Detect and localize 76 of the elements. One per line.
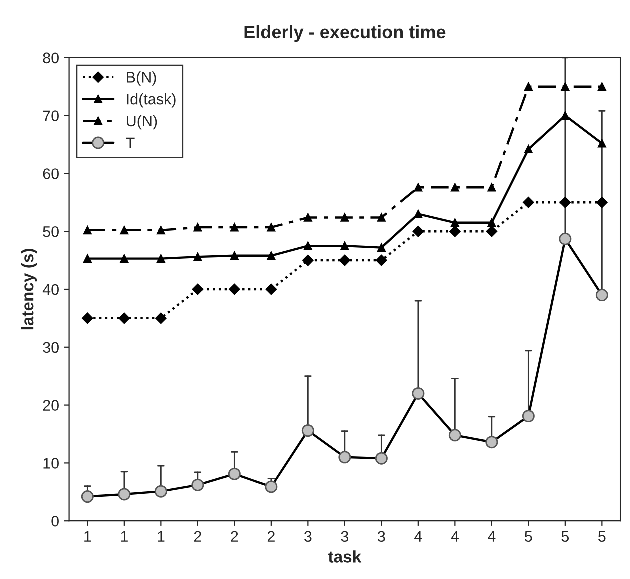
point xyxy=(450,226,461,238)
y-tick-label: 50 xyxy=(43,226,59,238)
point xyxy=(120,254,129,263)
x-tick-label: 3 xyxy=(341,531,348,542)
y-tick-label: 30 xyxy=(43,342,59,354)
point xyxy=(194,252,202,262)
point xyxy=(598,139,606,148)
point xyxy=(118,312,130,324)
point xyxy=(488,183,496,192)
point xyxy=(230,223,239,232)
point xyxy=(378,244,386,252)
point xyxy=(412,226,424,238)
point xyxy=(524,145,533,154)
point xyxy=(523,197,534,208)
x-tick-label: 3 xyxy=(304,531,312,542)
point xyxy=(304,214,312,222)
x-axis-title: task xyxy=(328,550,362,563)
point xyxy=(598,82,606,92)
point xyxy=(486,226,498,238)
point xyxy=(157,226,166,235)
x-tick-label: 3 xyxy=(378,531,386,542)
point xyxy=(561,112,570,120)
legend-label: U(N) xyxy=(127,115,158,130)
chart-title: Elderly - execution time xyxy=(244,25,446,42)
y-tick-label: 80 xyxy=(43,52,59,64)
point xyxy=(156,312,167,324)
point xyxy=(194,223,202,232)
y-tick-label: 20 xyxy=(43,400,59,411)
point xyxy=(451,183,460,192)
x-tick-label: 4 xyxy=(451,531,459,542)
point xyxy=(267,252,276,260)
x-tick-label: 1 xyxy=(121,531,128,542)
point xyxy=(376,254,388,266)
point xyxy=(230,252,239,260)
y-tick-label: 10 xyxy=(44,458,59,469)
point xyxy=(84,226,92,235)
x-tick-label: 2 xyxy=(268,531,275,542)
point xyxy=(120,226,129,235)
legend-label: T xyxy=(126,138,135,148)
point xyxy=(596,197,608,208)
point xyxy=(229,284,240,296)
point xyxy=(157,254,166,263)
point xyxy=(266,284,278,296)
point xyxy=(84,254,92,263)
y-tick-label: 70 xyxy=(43,110,59,122)
point xyxy=(192,284,204,296)
x-tick-label: 5 xyxy=(525,531,532,542)
x-tick-label: 5 xyxy=(598,531,606,542)
point xyxy=(414,183,423,192)
y-tick-label: 60 xyxy=(43,168,59,180)
point xyxy=(82,312,94,324)
point xyxy=(524,82,533,92)
y-tick-label: 40 xyxy=(42,284,59,296)
point xyxy=(339,254,351,266)
legend-label: Id(task) xyxy=(127,94,176,108)
x-tick-label: 1 xyxy=(158,531,165,542)
x-tick-label: 2 xyxy=(194,531,202,542)
point xyxy=(340,214,350,222)
x-tick-label: 1 xyxy=(84,531,92,542)
x-tick-label: 4 xyxy=(488,531,496,542)
point xyxy=(378,214,386,222)
point xyxy=(340,242,350,250)
point xyxy=(561,82,570,92)
x-tick-label: 2 xyxy=(231,531,238,542)
x-tick-label: 4 xyxy=(414,531,422,542)
point xyxy=(560,197,572,208)
point xyxy=(302,254,314,266)
point xyxy=(267,223,276,232)
point xyxy=(451,218,460,228)
point xyxy=(488,218,496,228)
y-axis-title: latency (s) xyxy=(21,249,38,330)
point xyxy=(414,210,423,218)
legend-label: B(N) xyxy=(127,72,156,86)
y-tick-label: 0 xyxy=(52,516,59,527)
point xyxy=(304,242,312,250)
x-tick-label: 5 xyxy=(562,531,570,542)
